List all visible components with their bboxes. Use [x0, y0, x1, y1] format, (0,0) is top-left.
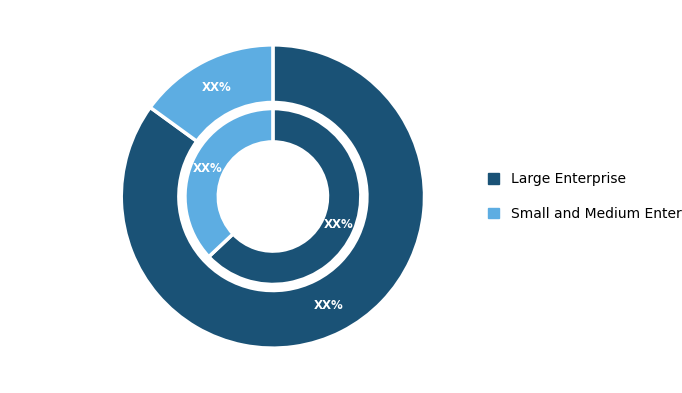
Wedge shape	[121, 45, 424, 348]
Text: XX%: XX%	[323, 218, 353, 231]
Text: XX%: XX%	[192, 162, 222, 175]
Text: XX%: XX%	[203, 81, 232, 94]
Text: XX%: XX%	[314, 299, 344, 312]
Wedge shape	[150, 45, 273, 141]
Wedge shape	[209, 108, 361, 285]
Legend: Large Enterprise, Small and Medium Enterprise: Large Enterprise, Small and Medium Enter…	[488, 172, 682, 221]
Wedge shape	[185, 108, 273, 257]
